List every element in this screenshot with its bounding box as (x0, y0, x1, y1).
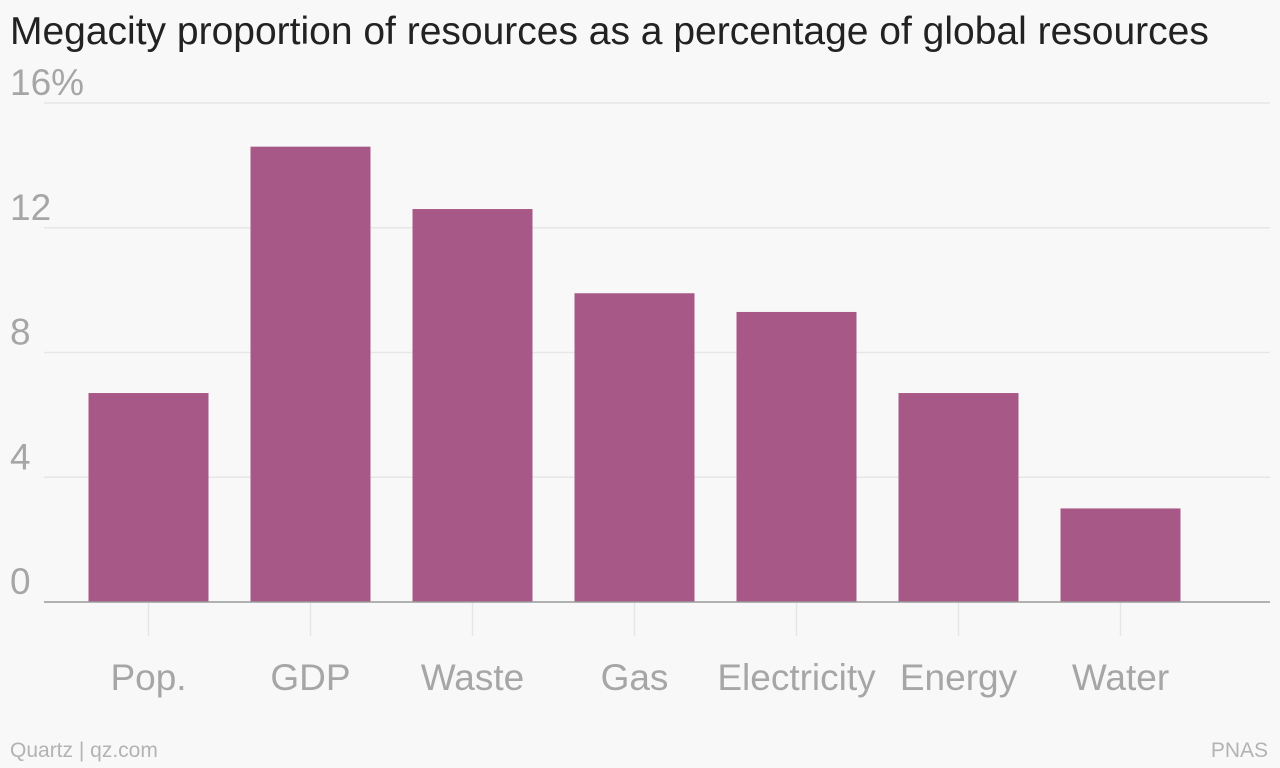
x-category-label: Gas (601, 657, 669, 698)
bar-gdp (250, 146, 371, 602)
bar-waste (412, 209, 533, 602)
x-category-label: Pop. (110, 657, 186, 698)
bar-energy (898, 393, 1019, 602)
bar-pop (88, 393, 209, 602)
x-category-label: Waste (421, 657, 524, 698)
y-axis-tick-labels: 0 4 8 12 16% (10, 62, 84, 602)
y-tick-label: 12 (10, 187, 51, 228)
x-axis-category-labels: Pop. GDP Waste Gas Electricity Energy Water (110, 657, 1169, 698)
y-tick-label: 16% (10, 62, 84, 103)
y-tick-label: 4 (10, 436, 31, 477)
x-category-label: Energy (900, 657, 1018, 698)
x-category-label: Electricity (717, 657, 876, 698)
bar-gas (574, 293, 695, 602)
bar-electricity (736, 311, 857, 602)
y-tick-label: 8 (10, 312, 31, 353)
chart-title: Megacity proportion of resources as a pe… (10, 10, 1209, 53)
x-category-label: GDP (270, 657, 350, 698)
x-category-label: Water (1072, 657, 1169, 698)
footer-credit: Quartz | qz.com (10, 739, 158, 762)
x-axis-tick-marks (147, 602, 1122, 636)
footer-source: PNAS (1210, 739, 1268, 762)
bar-water (1060, 508, 1181, 602)
y-tick-label: 0 (10, 561, 31, 602)
bars (88, 146, 1181, 602)
